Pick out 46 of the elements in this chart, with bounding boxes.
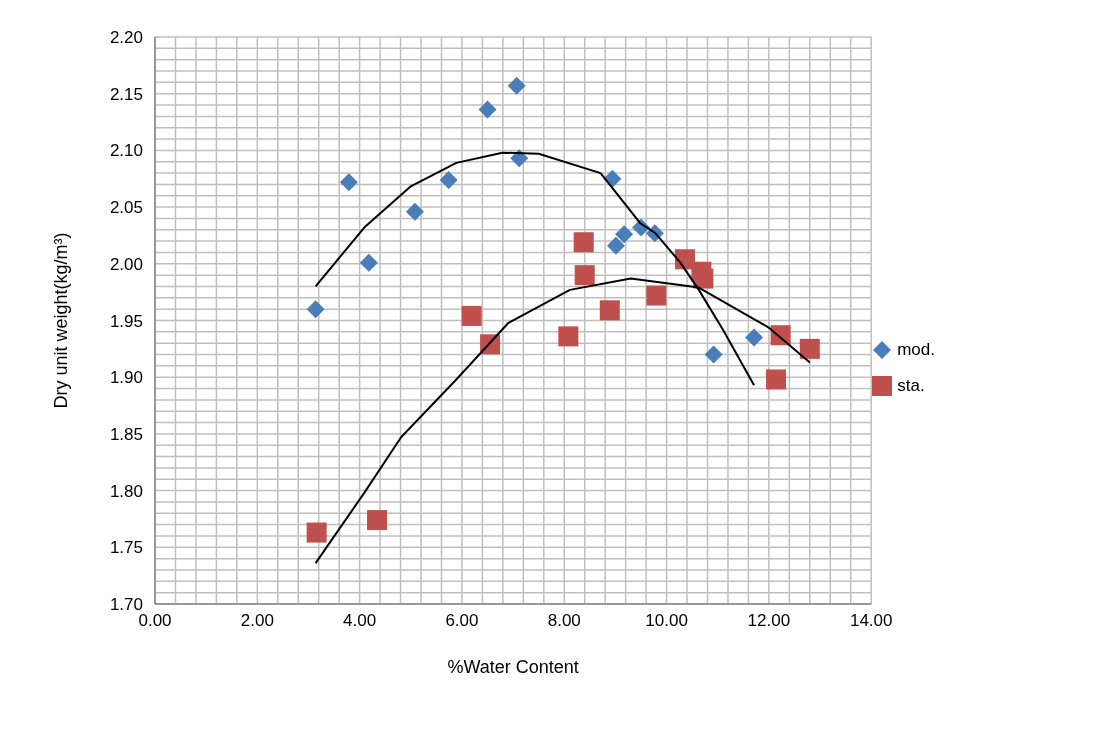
legend-label: sta. bbox=[897, 376, 925, 396]
point bbox=[799, 338, 820, 359]
point bbox=[574, 265, 595, 286]
y-tick-label: 1.80 bbox=[109, 481, 143, 501]
x-tick-label: 14.00 bbox=[849, 611, 893, 630]
y-axis-title: Dry unit weight(kg/m³) bbox=[51, 232, 71, 409]
point bbox=[615, 225, 634, 244]
x-axis-title: %Water Content bbox=[447, 656, 579, 677]
y-tick-label: 1.75 bbox=[109, 538, 143, 558]
y-tick-label: 2.20 bbox=[109, 28, 143, 47]
point bbox=[693, 268, 714, 289]
x-tick-label: 8.00 bbox=[547, 611, 581, 630]
point bbox=[646, 285, 667, 306]
point bbox=[405, 202, 424, 221]
point bbox=[766, 369, 787, 390]
point bbox=[359, 253, 378, 272]
y-tick-label: 2.05 bbox=[109, 198, 143, 218]
point bbox=[745, 328, 764, 347]
x-tick-label: 4.00 bbox=[343, 611, 377, 630]
point bbox=[558, 326, 579, 347]
y-tick-label: 1.70 bbox=[109, 595, 143, 614]
x-tick-label: 0.00 bbox=[138, 611, 172, 630]
point bbox=[439, 170, 458, 189]
x-tick-label: 6.00 bbox=[445, 611, 479, 630]
y-tick-label: 2.15 bbox=[109, 84, 143, 104]
point bbox=[599, 300, 620, 321]
point bbox=[704, 345, 723, 364]
point bbox=[306, 300, 325, 319]
x-tick-label: 10.00 bbox=[645, 611, 688, 630]
x-tick-label: 2.00 bbox=[240, 611, 274, 630]
legend-label: mod. bbox=[897, 340, 935, 360]
point bbox=[478, 100, 497, 119]
point bbox=[339, 173, 358, 192]
point bbox=[507, 76, 526, 95]
point bbox=[510, 149, 529, 168]
y-tick-label: 2.10 bbox=[109, 141, 143, 161]
point bbox=[306, 522, 327, 543]
point bbox=[606, 236, 625, 255]
y-tick-label: 1.90 bbox=[109, 368, 143, 388]
point bbox=[367, 510, 388, 531]
point bbox=[461, 305, 482, 326]
point bbox=[573, 232, 594, 253]
y-tick-label: 1.85 bbox=[109, 424, 143, 444]
y-tick-label: 2.00 bbox=[109, 254, 143, 274]
x-tick-label: 12.00 bbox=[747, 611, 791, 630]
y-tick-label: 1.95 bbox=[109, 311, 143, 331]
